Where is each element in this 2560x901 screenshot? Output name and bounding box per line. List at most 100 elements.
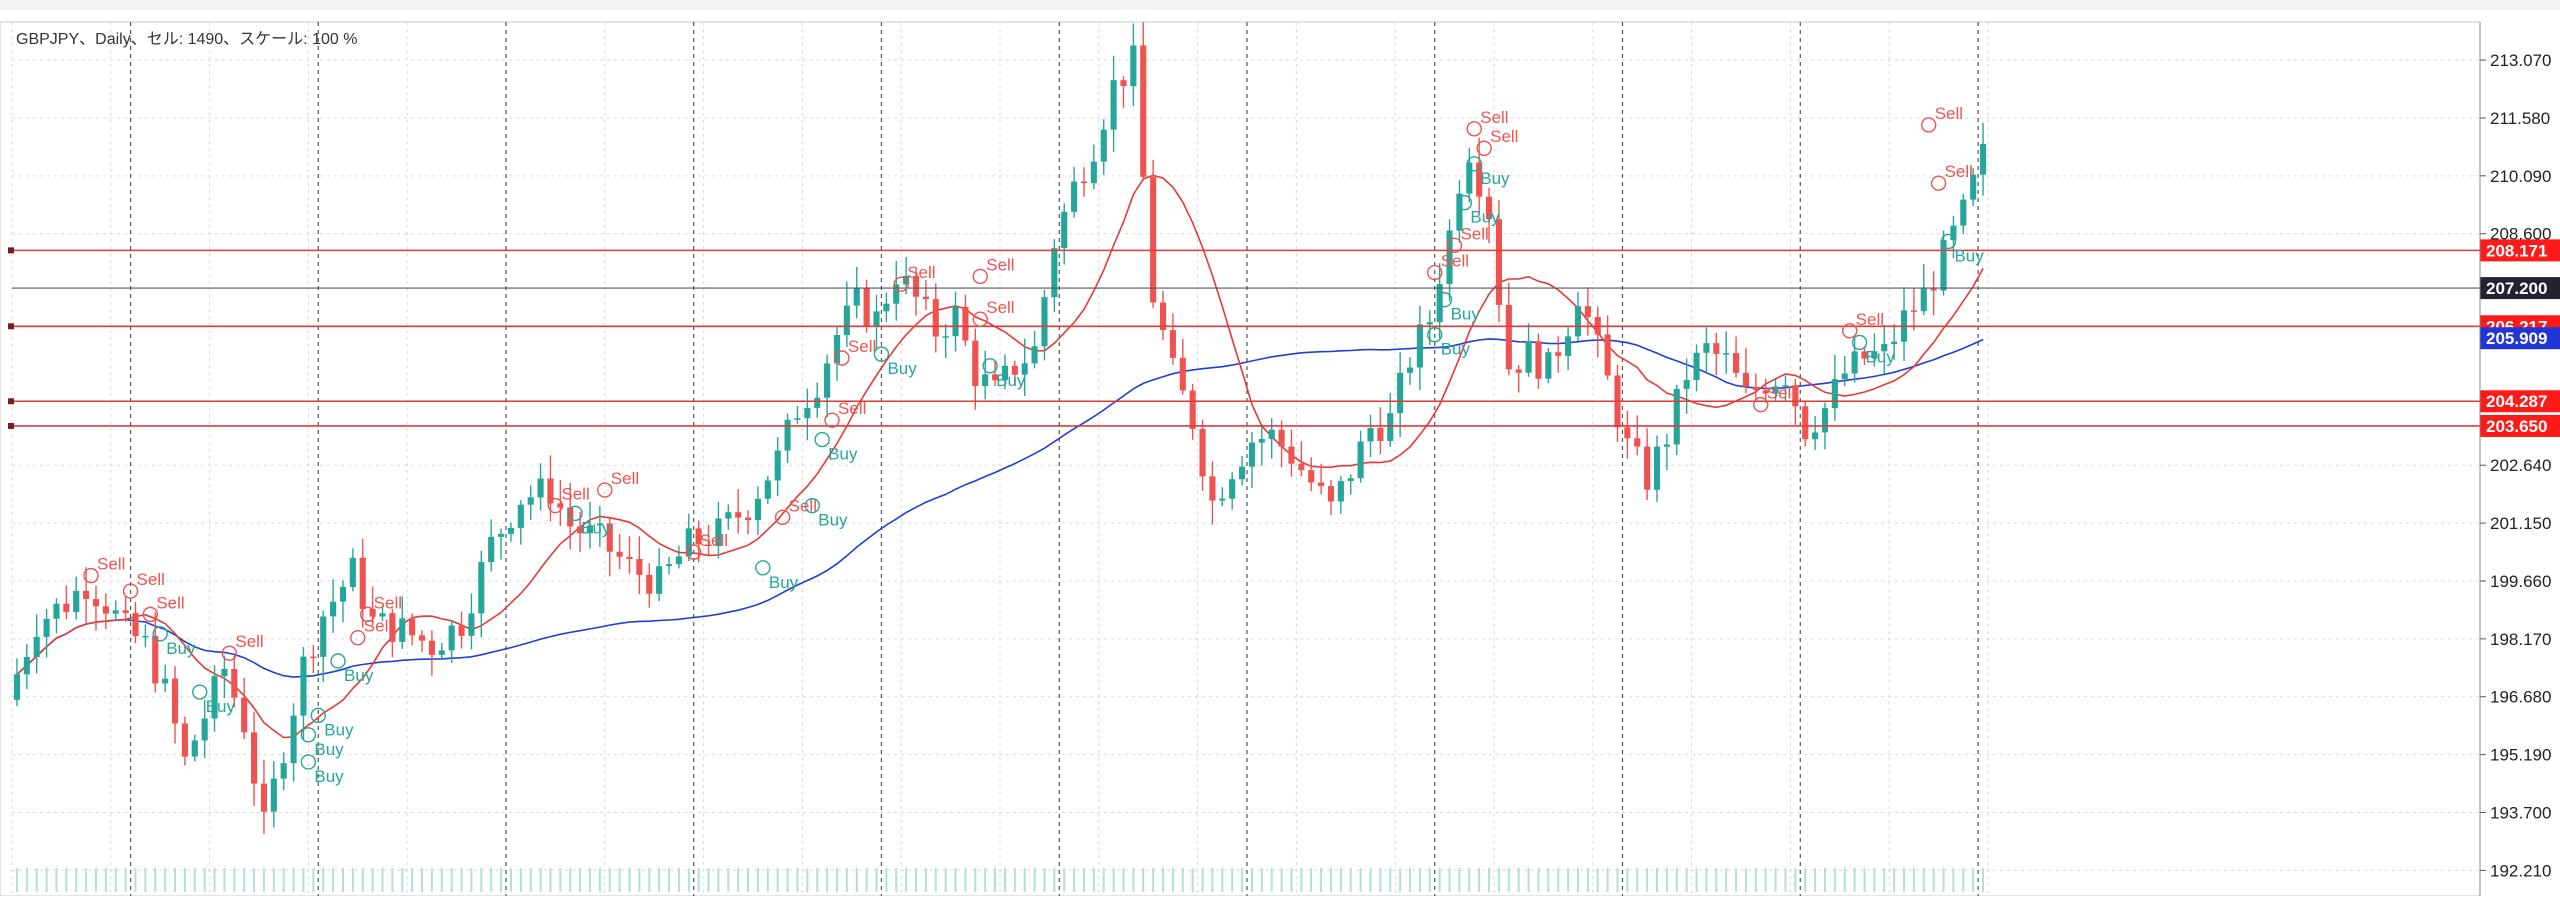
signal-marker <box>310 707 326 724</box>
volume-bar <box>282 868 285 892</box>
volume-bar <box>1320 868 1323 892</box>
signal-buy: Buy <box>567 505 611 537</box>
axis-tick-label: 199.660 <box>2490 572 2551 591</box>
candle-body <box>537 478 544 498</box>
signal-buy: Buy <box>330 653 374 685</box>
signal-label: Sell <box>137 570 165 589</box>
candle <box>1970 167 1977 207</box>
candle-body <box>586 525 594 534</box>
volume-bar <box>1389 868 1392 892</box>
volume-bar <box>697 868 700 892</box>
candle <box>744 510 752 535</box>
candle-body <box>912 275 920 297</box>
signal-sell: Sell <box>1841 310 1884 339</box>
candle <box>814 382 821 418</box>
candle-body <box>1397 372 1404 414</box>
volume-bar <box>1774 868 1777 892</box>
candle <box>1199 419 1206 491</box>
candle <box>675 545 682 569</box>
volume-bar <box>677 868 680 892</box>
volume-bar <box>272 868 275 892</box>
candle <box>932 283 939 353</box>
volume-bar <box>1488 868 1491 892</box>
horizontal-levels[interactable]: 208.171206.217204.287203.650205.909207.2… <box>8 239 2560 437</box>
candle <box>300 646 307 740</box>
candle-body <box>794 418 801 420</box>
axis-tick-label: 192.210 <box>2490 861 2551 880</box>
level-badge <box>2480 239 2560 262</box>
signal-sell: Sell <box>774 496 817 525</box>
candle <box>418 630 426 653</box>
volume-bar <box>1596 868 1599 892</box>
candle <box>53 598 60 634</box>
candle <box>1673 384 1680 456</box>
candle-body <box>83 590 90 600</box>
volume-bar <box>1339 868 1342 892</box>
volume-bar <box>1448 868 1451 892</box>
candle <box>606 517 613 577</box>
signal-marker <box>1466 121 1482 137</box>
price-axis[interactable]: 213.070 211.580 210.090 208.600 202.640 201.1… <box>2479 22 2551 896</box>
candle <box>399 596 406 649</box>
signal-marker <box>83 567 99 584</box>
trade-signals: SellSellSellBuyBuySellBuyBuyBuyBuySellSe… <box>83 104 1984 786</box>
volume-bar <box>243 868 246 892</box>
candle-body <box>1703 343 1710 353</box>
candle <box>784 413 791 464</box>
candle-body <box>1772 386 1779 394</box>
signal-marker <box>804 497 820 514</box>
volume-bar <box>500 868 503 892</box>
candle <box>922 279 929 311</box>
candle <box>824 354 831 418</box>
candle <box>63 585 70 620</box>
candle <box>1772 378 1779 401</box>
candle <box>1238 455 1246 486</box>
signal-label: Buy <box>166 639 196 658</box>
candle-body <box>1574 306 1582 337</box>
candle-body <box>43 618 50 637</box>
signal-label: Sell <box>848 337 876 356</box>
candle <box>1742 347 1750 394</box>
volume-bar <box>1547 868 1550 892</box>
volume-bar <box>1043 868 1046 892</box>
volume-bar <box>1942 868 1945 892</box>
candle-body <box>616 551 623 557</box>
signal-label: Buy <box>1480 169 1510 188</box>
candle-body <box>1061 211 1068 249</box>
volume-bar <box>786 868 789 892</box>
volume-bar <box>1162 868 1165 892</box>
signal-sell: Sell <box>824 399 866 428</box>
candle <box>962 294 969 347</box>
candle <box>1219 487 1226 507</box>
candle-body <box>171 678 179 724</box>
candle-body <box>1199 429 1206 477</box>
slow-ma-line <box>16 338 1984 678</box>
volume-bar <box>1972 868 1975 892</box>
candle <box>290 703 297 782</box>
signal-marker <box>1753 396 1769 413</box>
volume-bar <box>865 868 868 892</box>
signal-buy: Buy <box>1851 334 1895 366</box>
signal-label: Sell <box>1935 104 1963 123</box>
candle <box>250 712 258 806</box>
volume-bar <box>1201 868 1204 892</box>
candle-body <box>1041 297 1048 347</box>
candle-body <box>250 732 258 784</box>
candle-body <box>1298 463 1305 471</box>
candle-body <box>270 778 277 812</box>
candle-body <box>1653 446 1661 490</box>
candle-body <box>1327 486 1335 502</box>
candle-body <box>1634 438 1641 447</box>
volume-bar <box>1814 868 1817 892</box>
signal-label: Sell <box>1856 310 1884 329</box>
candle <box>83 566 90 624</box>
candle-body <box>1891 341 1898 345</box>
candle-body <box>784 419 791 451</box>
volume-bar <box>994 868 997 892</box>
candle-body <box>1426 322 1433 325</box>
signal-marker <box>1921 117 1937 133</box>
volume-bar <box>371 868 374 892</box>
candle <box>1732 336 1740 378</box>
